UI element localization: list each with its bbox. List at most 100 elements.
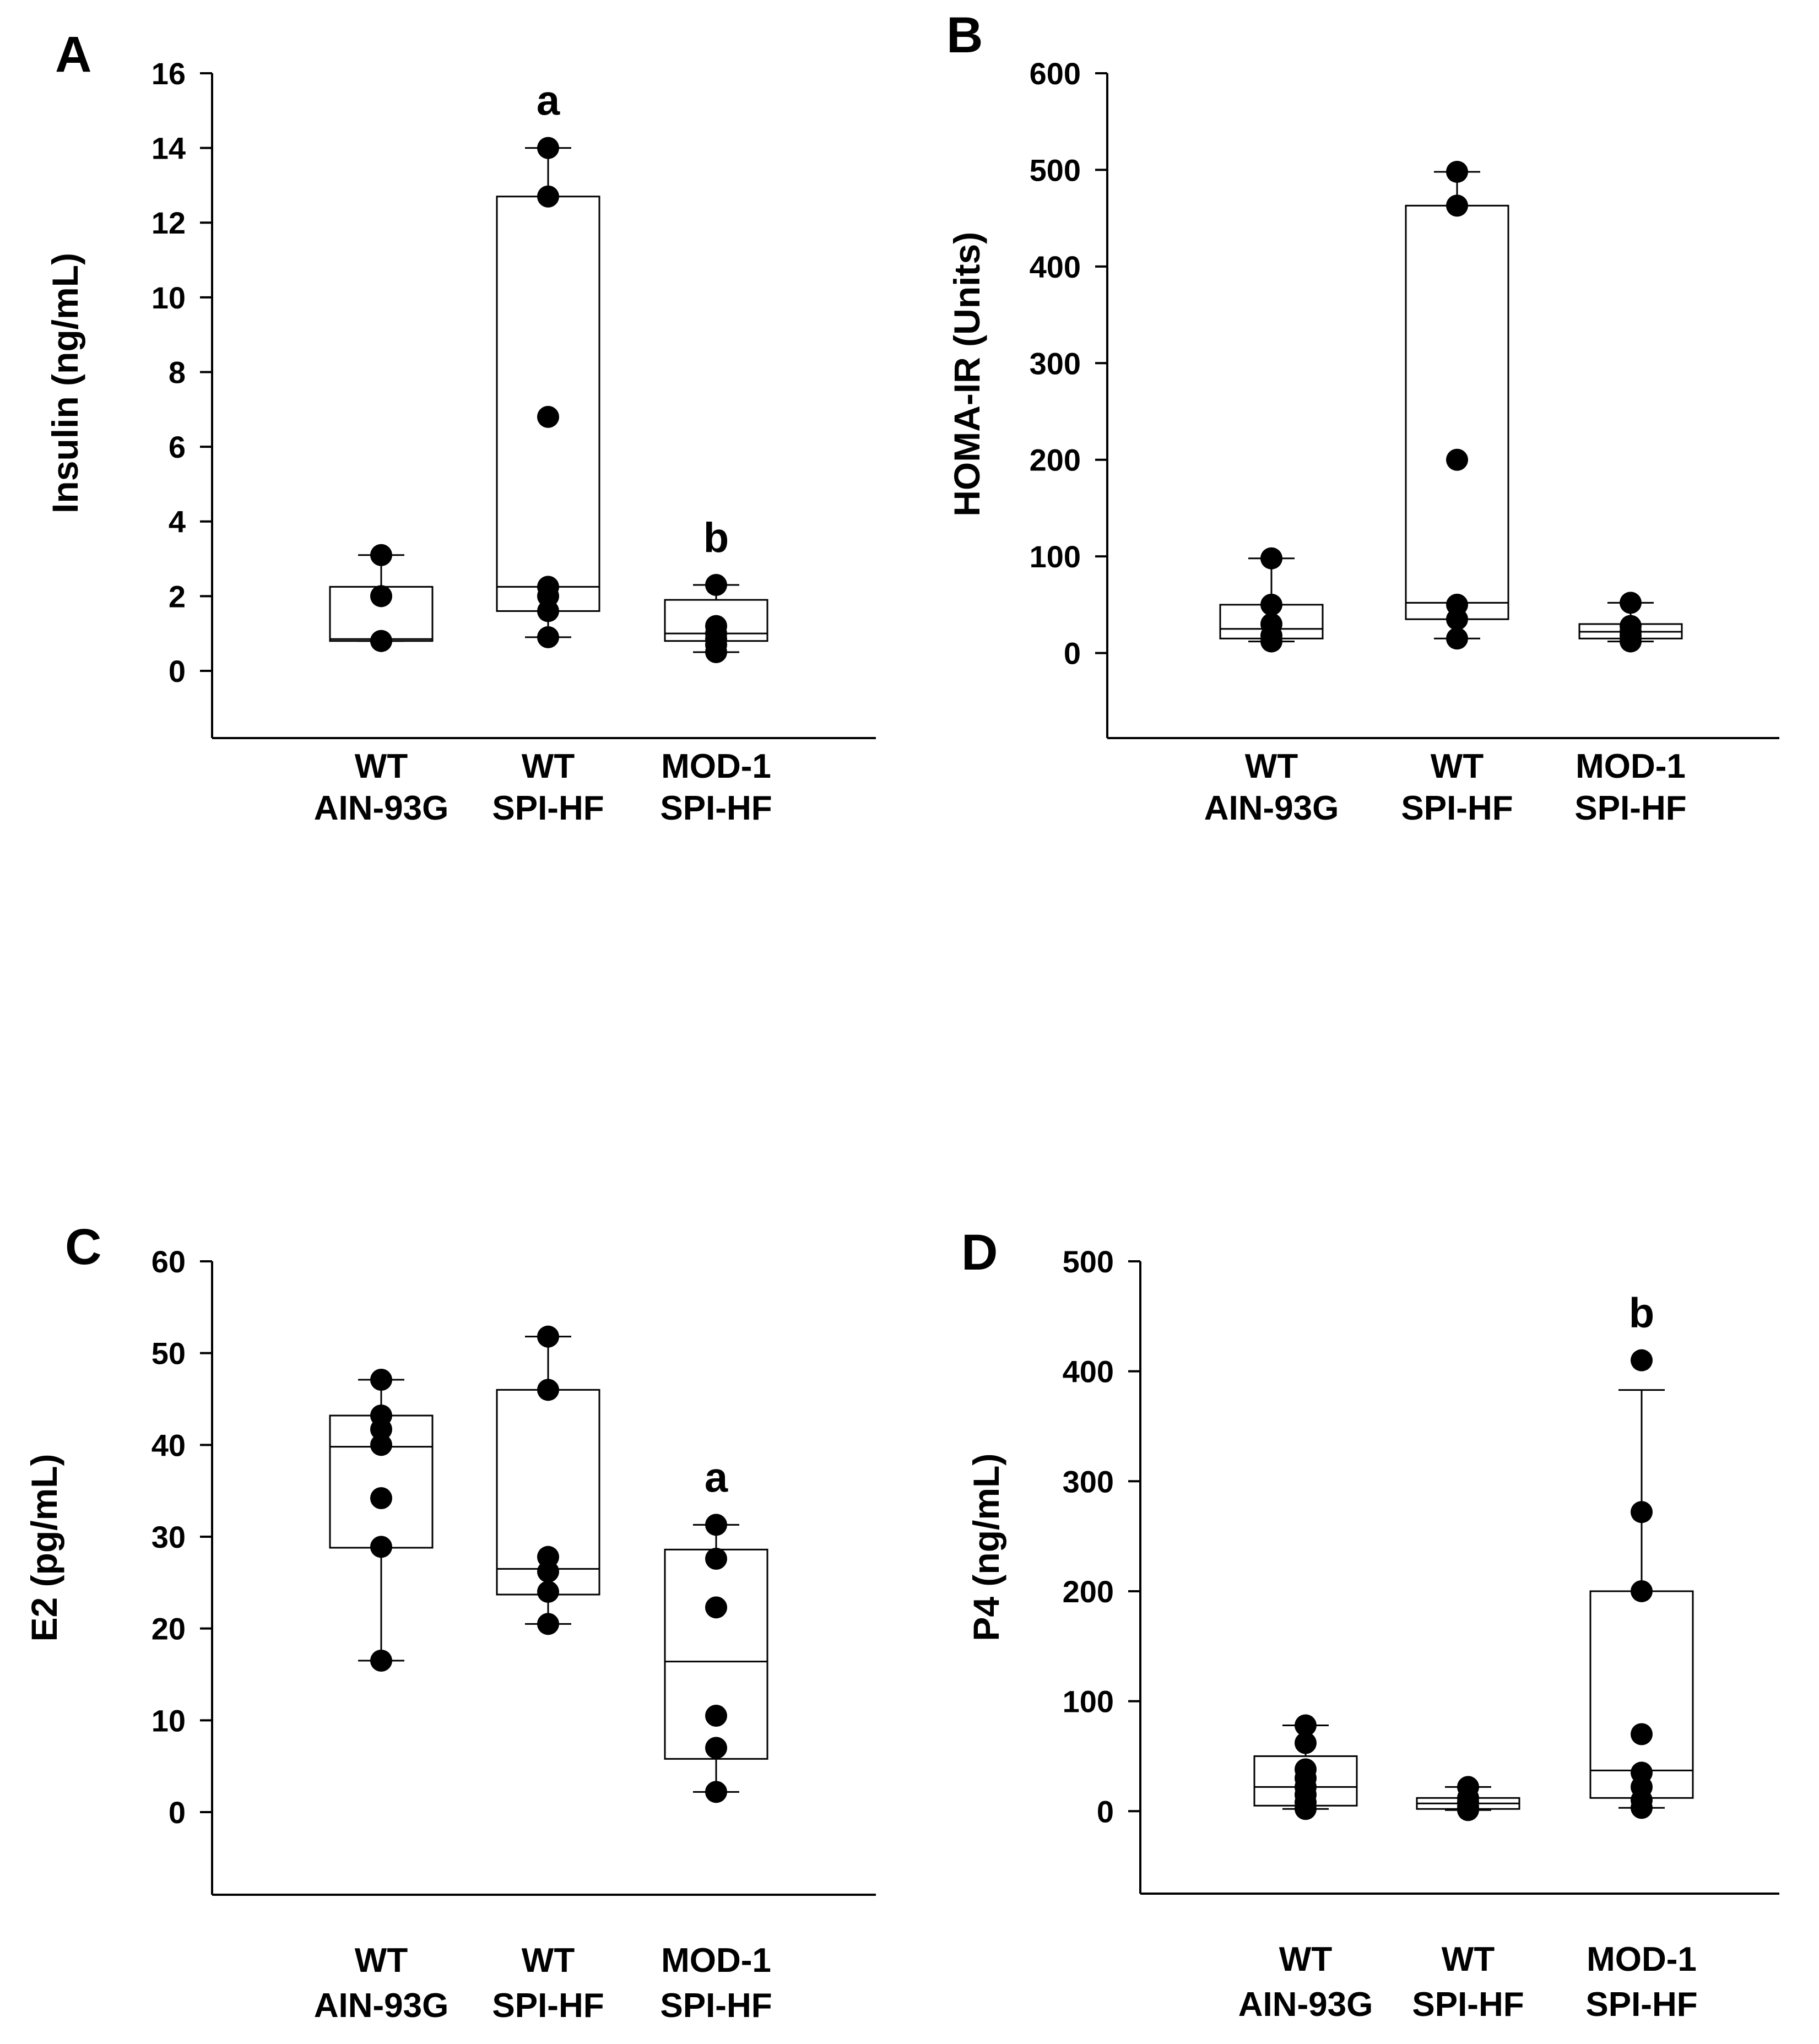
y-tick-label: 30 (151, 1520, 186, 1554)
category-label-line2: AIN-93G (1204, 789, 1339, 827)
panel-letter: D (961, 1224, 998, 1281)
data-point (537, 1581, 559, 1603)
data-point (1260, 547, 1282, 570)
box-group: WT AIN-93G (1238, 1714, 1373, 2024)
data-point (705, 573, 727, 596)
panel-letter: B (946, 7, 983, 63)
y-tick-label: 60 (151, 1244, 186, 1279)
data-point (370, 1434, 392, 1456)
data-point (370, 1369, 392, 1391)
box (496, 196, 600, 612)
category-label-line1: MOD-1 (1576, 747, 1686, 785)
box-group: WT SPI-HF (492, 1325, 604, 2025)
y-tick-label: 20 (151, 1612, 186, 1646)
data-point (1295, 1714, 1317, 1737)
data-point (1631, 1349, 1653, 1371)
panel-b: B 0 100 200 300 400 500 600 HOMA-IR (Units) WT AIN… (946, 7, 1779, 827)
data-point (537, 1379, 559, 1401)
category-label-line2: AIN-93G (314, 1987, 449, 2025)
y-tick-label: 0 (1097, 1794, 1114, 1829)
y-tick-label: 500 (1063, 1244, 1114, 1279)
data-point (705, 1514, 727, 1536)
box (1405, 204, 1509, 620)
category-label-line1: MOD-1 (661, 747, 771, 785)
category-label-line1: WT (522, 1942, 575, 1980)
category-label-line2: SPI-HF (660, 789, 772, 827)
data-point (1631, 1723, 1653, 1745)
y-tick-label: 40 (151, 1428, 186, 1462)
y-tick-label: 600 (1030, 56, 1081, 91)
data-point (705, 1548, 727, 1570)
data-point (1260, 593, 1282, 616)
y-tick-label: 300 (1030, 346, 1081, 381)
data-point (370, 1536, 392, 1558)
box-group: MOD-1 SPI-HF (1574, 592, 1687, 827)
y-tick-label: 8 (169, 355, 186, 389)
data-point (1446, 593, 1468, 616)
y-tick-label: 100 (1063, 1684, 1114, 1719)
y-tick-label: 2 (169, 579, 186, 614)
data-point (1295, 1758, 1317, 1781)
category-label-line2: AIN-93G (314, 789, 449, 827)
category-label-line2: SPI-HF (1585, 1986, 1697, 2024)
y-tick-label: 400 (1030, 250, 1081, 284)
data-point (1631, 1761, 1653, 1784)
data-point (370, 585, 392, 608)
significance-label: a (705, 1454, 728, 1501)
box-group: WT SPI-HF (1401, 160, 1513, 827)
box-group: b MOD-1 SPI-HF (1585, 1290, 1697, 2024)
y-tick-label: 10 (151, 1703, 186, 1738)
y-axis-title: P4 (ng/mL) (966, 1454, 1006, 1641)
data-point (705, 1737, 727, 1759)
data-point (370, 1650, 392, 1672)
significance-label: a (537, 78, 560, 124)
data-point (705, 615, 727, 637)
data-point (370, 1405, 392, 1427)
data-point (1446, 194, 1468, 217)
significance-label: b (1629, 1290, 1654, 1337)
box-group: WT AIN-93G (1204, 547, 1339, 827)
box-group: a MOD-1 SPI-HF (660, 1454, 772, 2025)
data-point (537, 576, 559, 598)
category-label-line2: SPI-HF (1574, 789, 1686, 827)
y-axis-title: HOMA-IR (Units) (946, 232, 987, 517)
data-point (1295, 1732, 1317, 1754)
box-group: WT AIN-93G (314, 1369, 449, 2025)
y-tick-label: 0 (1064, 636, 1081, 671)
category-label-line2: SPI-HF (492, 789, 604, 827)
y-tick-label: 16 (151, 56, 186, 91)
data-point (537, 137, 559, 159)
data-point (1631, 1501, 1653, 1523)
y-tick-label: 0 (169, 654, 186, 688)
data-point (537, 185, 559, 208)
box-group: b MOD-1 SPI-HF (660, 514, 772, 827)
y-tick-label: 300 (1063, 1464, 1114, 1499)
data-point (1620, 615, 1642, 637)
data-point (1260, 612, 1282, 635)
y-tick-label: 6 (169, 430, 186, 464)
data-point (537, 1325, 559, 1348)
category-label-line2: SPI-HF (1401, 789, 1513, 827)
category-label-line1: WT (1245, 747, 1298, 785)
box-group: WT AIN-93G (314, 544, 449, 827)
data-point (370, 630, 392, 652)
y-tick-label: 14 (151, 131, 186, 166)
significance-label: b (703, 514, 729, 561)
data-point (1631, 1580, 1653, 1602)
y-tick-label: 12 (151, 205, 186, 240)
data-point (1446, 160, 1468, 183)
data-point (1446, 627, 1468, 650)
y-tick-label: 100 (1030, 539, 1081, 574)
category-label-line2: SPI-HF (660, 1987, 772, 2025)
data-point (370, 544, 392, 566)
box-group: a WT SPI-HF (492, 78, 604, 827)
y-tick-label: 4 (169, 505, 186, 539)
category-label-line1: MOD-1 (661, 1942, 771, 1980)
y-tick-label: 400 (1063, 1354, 1114, 1389)
category-label-line2: AIN-93G (1238, 1986, 1373, 2024)
panel-d: D 0 100 200 300 400 500 P4 (ng/mL) WT AIN-93G WT SP… (961, 1224, 1779, 2024)
panel-letter: A (55, 26, 91, 83)
category-label-line1: WT (1442, 1940, 1495, 1978)
category-label-line2: SPI-HF (1412, 1986, 1524, 2024)
